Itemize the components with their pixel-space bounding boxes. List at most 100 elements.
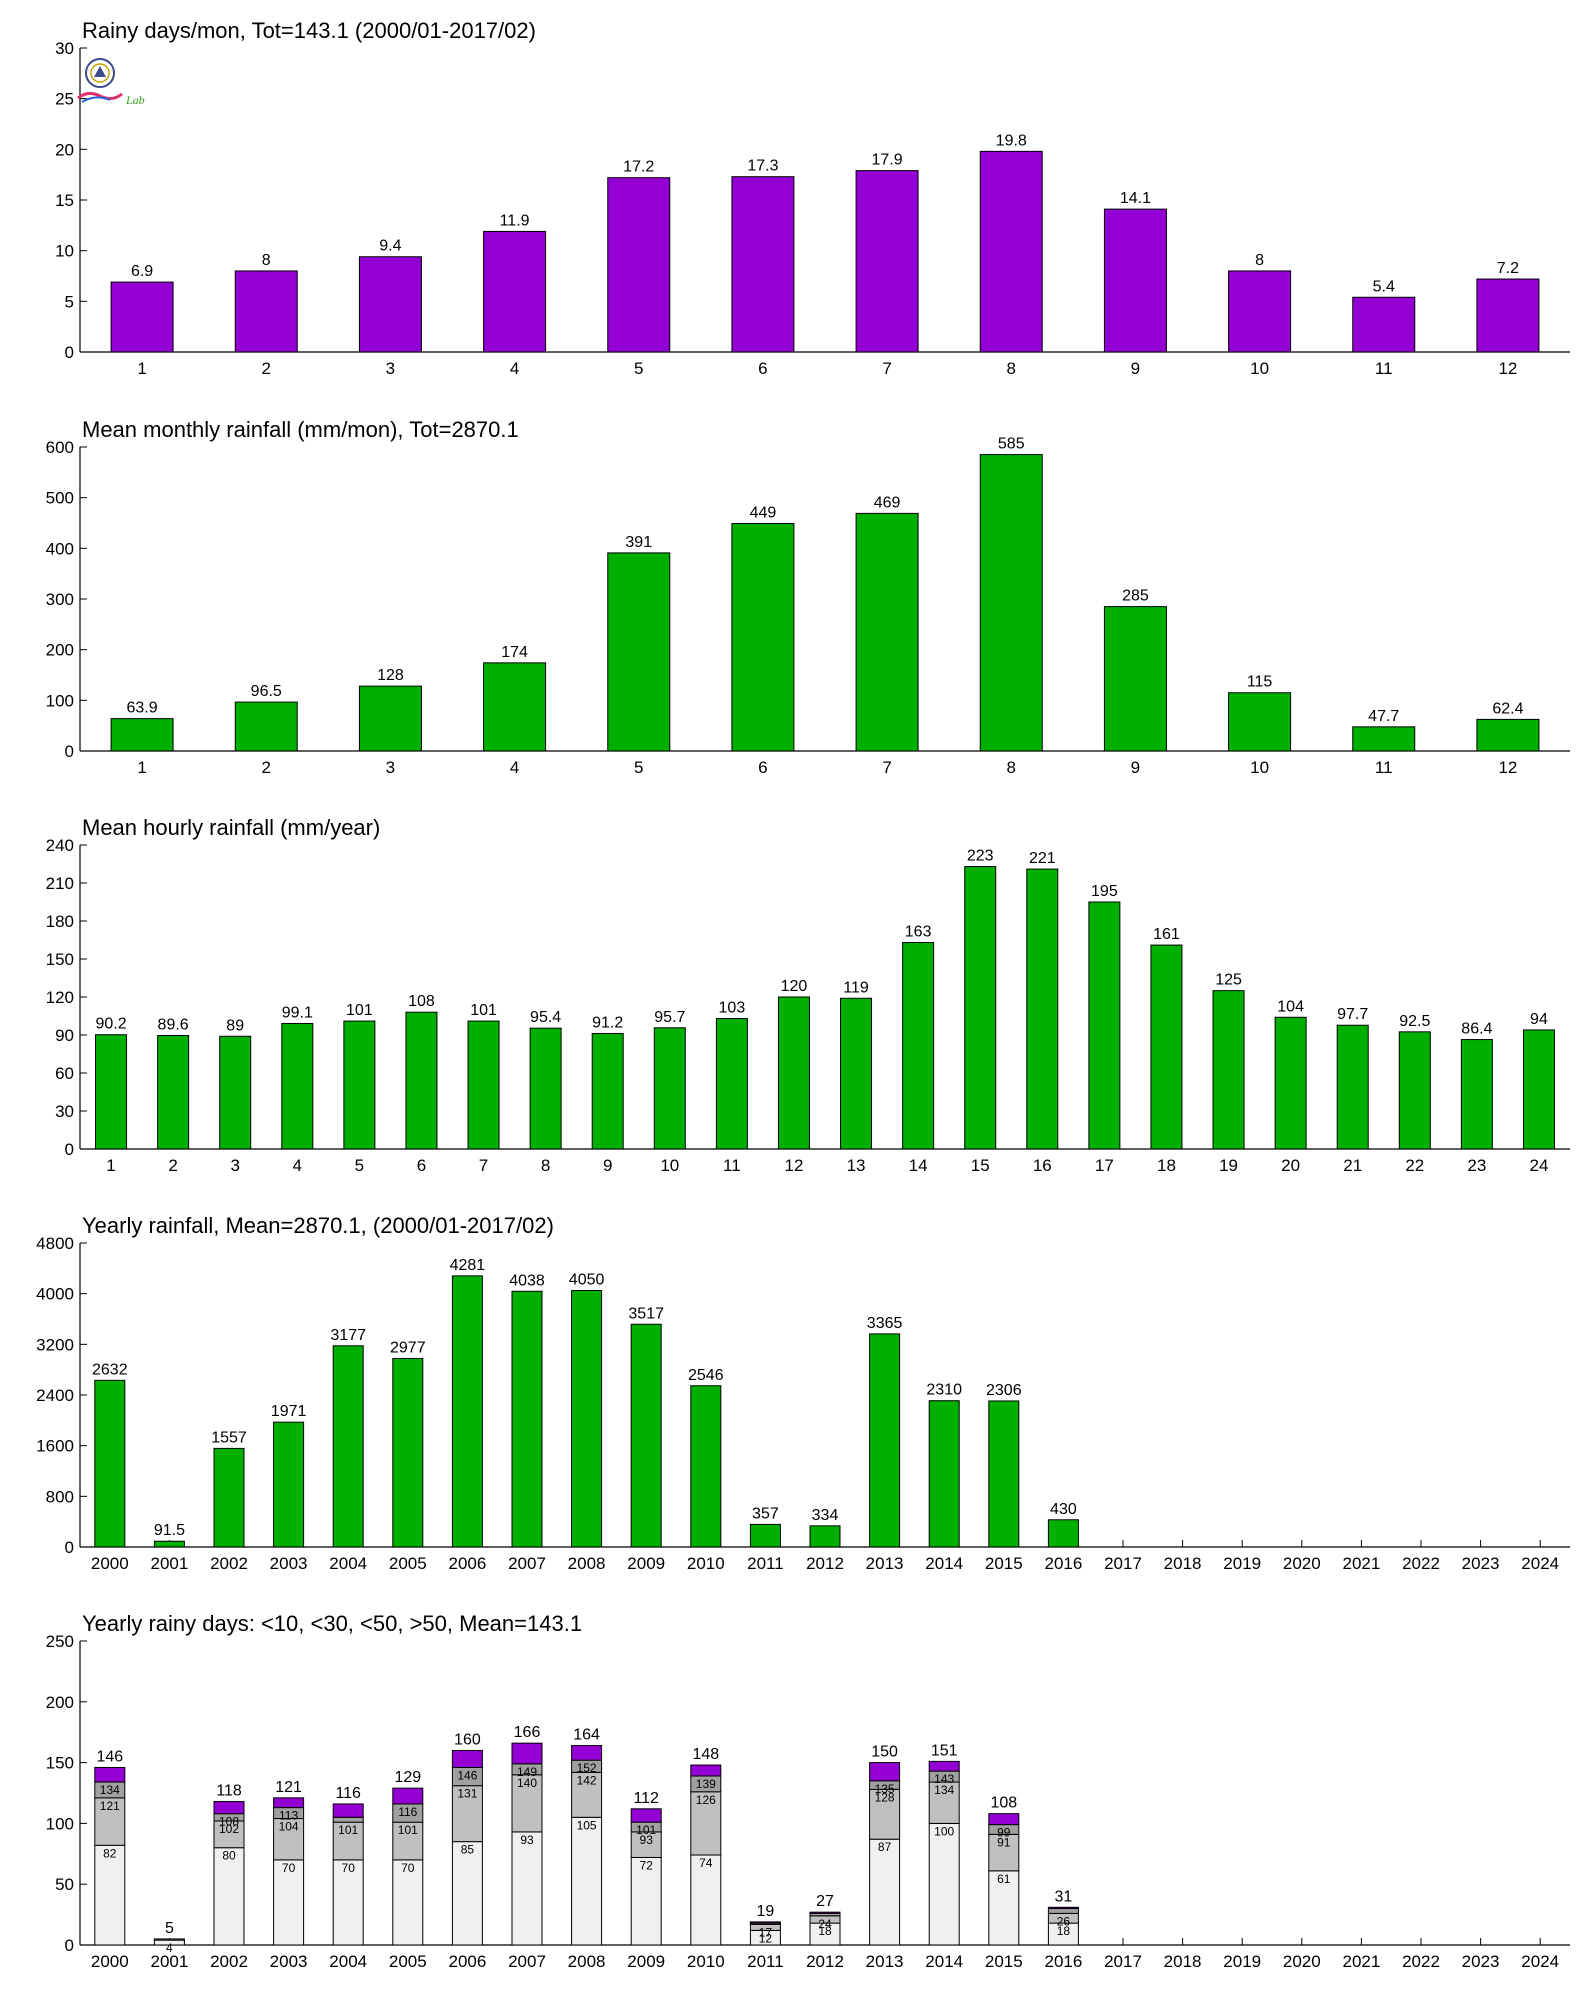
y-tick-label: 5 (65, 292, 74, 311)
bar-segment-<10 (511, 1831, 543, 1946)
y-tick-label: 4800 (36, 1234, 74, 1253)
bar-2015 (988, 1400, 1020, 1548)
bar-total-label: 116 (335, 1785, 361, 1802)
x-tick-label: 18 (1157, 1156, 1176, 1175)
bar-segment->50 (809, 1911, 841, 1914)
x-tick-label: 2000 (91, 1554, 129, 1573)
y-tick-label: 50 (55, 1875, 74, 1894)
bar-total-label: 112 (633, 1790, 659, 1807)
bar-segment->50 (273, 1797, 305, 1809)
x-tick-label: 2013 (866, 1554, 904, 1573)
lab-logo-seal-icon: Lab (77, 58, 145, 107)
bar-14 (902, 942, 935, 1150)
bar-total-label: 166 (514, 1724, 541, 1741)
x-tick-label: 2 (262, 359, 271, 378)
bar-value-label: 103 (719, 1000, 746, 1017)
x-tick-label: 12 (784, 1156, 803, 1175)
x-tick-label: 2008 (568, 1952, 606, 1971)
segment-value-label: 142 (577, 1773, 597, 1787)
segment-value-label: 70 (342, 1861, 356, 1875)
bar-segment-<10 (213, 1847, 245, 1946)
bar-segment->50 (928, 1760, 960, 1772)
bar-segment-<10 (571, 1816, 603, 1946)
bar-value-label: 2977 (390, 1339, 426, 1356)
bar-segment-<30 (451, 1785, 483, 1843)
bar-value-label: 11.9 (500, 212, 530, 229)
segment-value-label: 80 (222, 1849, 236, 1863)
bar-value-label: 17.9 (872, 152, 903, 169)
y-tick-label: 300 (46, 590, 74, 609)
x-tick-label: 10 (1250, 758, 1269, 777)
bar-total-label: 19 (757, 1903, 775, 1920)
y-tick-label: 180 (46, 912, 74, 931)
bar-11 (1352, 296, 1416, 353)
x-tick-label: 12 (1498, 359, 1517, 378)
bar-segment-<30 (94, 1797, 126, 1846)
bar-segment-<10 (988, 1870, 1020, 1946)
x-tick-label: 2004 (329, 1952, 367, 1971)
bar-segment-<50 (332, 1816, 364, 1823)
y-tick-label: 210 (46, 874, 74, 893)
x-tick-label: 1 (137, 359, 146, 378)
x-tick-label: 7 (882, 758, 891, 777)
bar-value-label: 128 (377, 667, 404, 684)
lab-logo: Lab (76, 56, 150, 108)
bar-total-label: 5 (165, 1920, 174, 1937)
x-tick-label: 2013 (866, 1952, 904, 1971)
x-tick-label: 15 (971, 1156, 990, 1175)
y-tick-label: 3200 (36, 1335, 74, 1354)
x-tick-label: 4 (510, 359, 519, 378)
x-tick-label: 2022 (1402, 1554, 1440, 1573)
bar-value-label: 94 (1530, 1011, 1548, 1028)
x-tick-label: 11 (723, 1156, 741, 1175)
bar-segment->50 (451, 1749, 483, 1768)
bar-2000 (94, 1379, 126, 1548)
bar-segment->50 (869, 1762, 901, 1782)
x-tick-label: 9 (603, 1156, 612, 1175)
chart-panel-1: Rainy days/mon, Tot=143.1 (2000/01-2017/… (55, 18, 1570, 378)
y-tick-label: 800 (46, 1487, 74, 1506)
bar-10 (1228, 270, 1292, 353)
bar-value-label: 115 (1247, 674, 1273, 691)
bar-1 (110, 281, 174, 353)
y-tick-label: 30 (55, 1102, 74, 1121)
bar-value-label: 8 (1255, 252, 1264, 269)
y-tick-label: 0 (65, 343, 74, 362)
bar-2009 (630, 1323, 662, 1548)
y-tick-label: 30 (55, 39, 74, 58)
x-tick-label: 2012 (806, 1554, 844, 1573)
segment-value-label: 82 (103, 1846, 117, 1860)
bar-segment->50 (749, 1921, 781, 1924)
bar-2002 (213, 1447, 245, 1548)
bar-value-label: 6.9 (131, 263, 153, 280)
bar-9 (1103, 208, 1167, 353)
x-tick-label: 2024 (1521, 1952, 1559, 1971)
x-tick-label: 6 (758, 758, 767, 777)
segment-value-label: 4 (166, 1941, 173, 1955)
bar-5 (343, 1020, 376, 1150)
x-tick-label: 6 (758, 359, 767, 378)
x-tick-label: 7 (882, 359, 891, 378)
bar-value-label: 391 (625, 534, 652, 551)
bar-value-label: 7.2 (1497, 260, 1519, 277)
segment-value-label: 26 (1057, 1914, 1071, 1928)
bar-total-label: 31 (1055, 1888, 1073, 1905)
bar-value-label: 104 (1277, 998, 1304, 1015)
bar-segment->50 (213, 1801, 245, 1815)
segment-value-label: 12 (759, 1931, 773, 1945)
y-tick-label: 90 (55, 1026, 74, 1045)
bar-value-label: 99.1 (282, 1004, 313, 1021)
x-tick-label: 14 (909, 1156, 928, 1175)
bar-2 (234, 701, 298, 752)
x-tick-label: 23 (1467, 1156, 1486, 1175)
y-tick-label: 0 (65, 1140, 74, 1159)
bar-value-label: 2546 (688, 1367, 724, 1384)
bar-2 (234, 270, 298, 353)
x-tick-label: 11 (1375, 359, 1393, 378)
bar-2013 (869, 1333, 901, 1548)
segment-value-label: 135 (875, 1782, 895, 1796)
segment-value-label: 100 (934, 1824, 954, 1838)
bar-value-label: 161 (1153, 926, 1180, 943)
segment-value-label: 152 (577, 1761, 597, 1775)
